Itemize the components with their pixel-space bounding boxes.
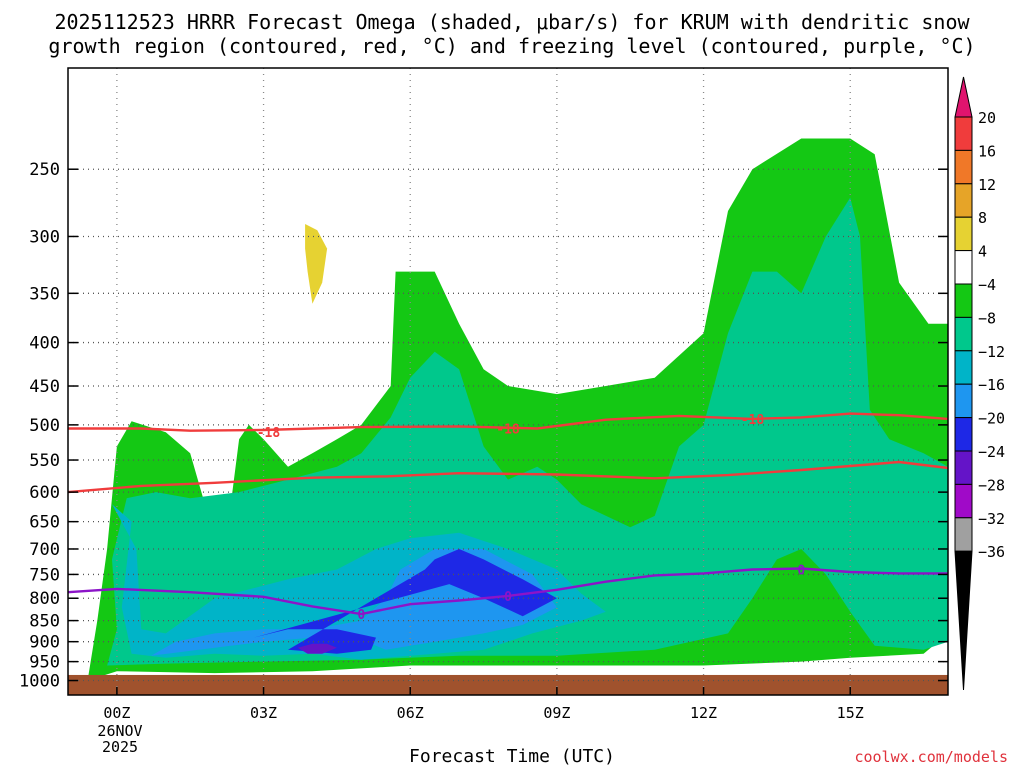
y-tick-label: 400 xyxy=(29,334,60,354)
contour-label: -18 xyxy=(257,426,281,441)
y-tick-label: 900 xyxy=(29,633,60,653)
colorbar-cap-top xyxy=(954,76,973,118)
colorbar-swatch xyxy=(954,216,973,252)
colorbar-label: −8 xyxy=(978,309,996,327)
colorbar-label: −36 xyxy=(978,543,1005,561)
colorbar-label: −12 xyxy=(978,343,1005,361)
colorbar-label: −32 xyxy=(978,510,1005,528)
colorbar-swatch xyxy=(954,350,973,385)
contour-label: 0 xyxy=(504,590,512,605)
contour-label: 0 xyxy=(357,608,365,623)
omega-fill--20 xyxy=(253,549,557,654)
contour-label: 0 xyxy=(797,563,805,578)
colorbar-swatch xyxy=(954,483,973,519)
chart-title-line-1: 2025112523 HRRR Forecast Omega (shaded, … xyxy=(54,10,970,34)
contour-label: -18 xyxy=(741,413,765,428)
omega-fill-+4 xyxy=(305,224,328,304)
colorbar-cap-bottom xyxy=(954,550,973,691)
x-tick-label: 03Z xyxy=(250,704,277,722)
contour-line xyxy=(68,412,948,432)
contour-label: -18 xyxy=(496,423,520,438)
x-tick-label: 12Z xyxy=(690,704,717,722)
x-tick-label: 06Z xyxy=(397,704,424,722)
y-tick-label: 500 xyxy=(29,416,60,436)
plot-frame xyxy=(67,67,949,696)
credit-link[interactable]: coolwx.com/models xyxy=(854,748,1008,766)
contour-line xyxy=(68,567,948,616)
colorbar-label: 8 xyxy=(978,209,987,227)
omega-fill--8 xyxy=(107,197,948,666)
y-tick-label: 850 xyxy=(29,612,60,632)
y-tick-label: 750 xyxy=(29,565,60,585)
date-year-label: 2025 xyxy=(101,738,139,756)
contour-line xyxy=(68,460,948,494)
colorbar-label: −24 xyxy=(978,443,1005,461)
omega-fill--24 xyxy=(297,643,337,654)
plot-area: -18 -18 -18 0 0 0 xyxy=(68,68,948,695)
colorbar-label: −4 xyxy=(978,276,996,294)
date-day-label: 26NOV xyxy=(97,722,143,740)
colorbar-label: 16 xyxy=(978,142,996,160)
y-tick-label: 550 xyxy=(29,451,60,471)
ground-surface xyxy=(68,674,948,695)
y-tick-label: 350 xyxy=(29,284,60,304)
y-tick-label: 800 xyxy=(29,589,60,609)
x-tick-label: 00Z xyxy=(103,704,130,722)
y-tick-label: 700 xyxy=(29,540,60,560)
colorbar-swatch xyxy=(954,450,973,485)
colorbar-swatch xyxy=(954,517,973,552)
y-tick-label: 650 xyxy=(29,513,60,533)
colorbar-label: 12 xyxy=(978,176,996,194)
x-tick-label: 09Z xyxy=(543,704,570,722)
y-tick-label: 300 xyxy=(29,227,60,247)
y-tick-label: 600 xyxy=(29,483,60,503)
chart-title-line-2: growth region (contoured, red, °C) and f… xyxy=(48,34,976,58)
x-tick-label: 15Z xyxy=(837,704,864,722)
y-tick-label: 1000 xyxy=(19,672,60,692)
colorbar-swatch xyxy=(954,283,973,318)
colorbar-label: −16 xyxy=(978,376,1005,394)
y-tick-label: 450 xyxy=(29,377,60,397)
colorbar-swatch xyxy=(954,116,973,151)
colorbar-label: 4 xyxy=(978,243,987,261)
colorbar-label: −28 xyxy=(978,476,1005,494)
x-axis-label: Forecast Time (UTC) xyxy=(409,746,615,767)
colorbar-swatch xyxy=(954,417,973,452)
colorbar-swatch xyxy=(954,250,973,285)
y-tick-label: 950 xyxy=(29,653,60,673)
colorbar-swatch xyxy=(954,383,973,419)
colorbar-swatch xyxy=(954,316,973,352)
colorbar-label: −20 xyxy=(978,410,1005,428)
colorbar-swatch xyxy=(954,183,973,218)
y-tick-label: 250 xyxy=(29,160,60,180)
colorbar-label: 20 xyxy=(978,109,996,127)
colorbar-swatch xyxy=(954,149,973,185)
